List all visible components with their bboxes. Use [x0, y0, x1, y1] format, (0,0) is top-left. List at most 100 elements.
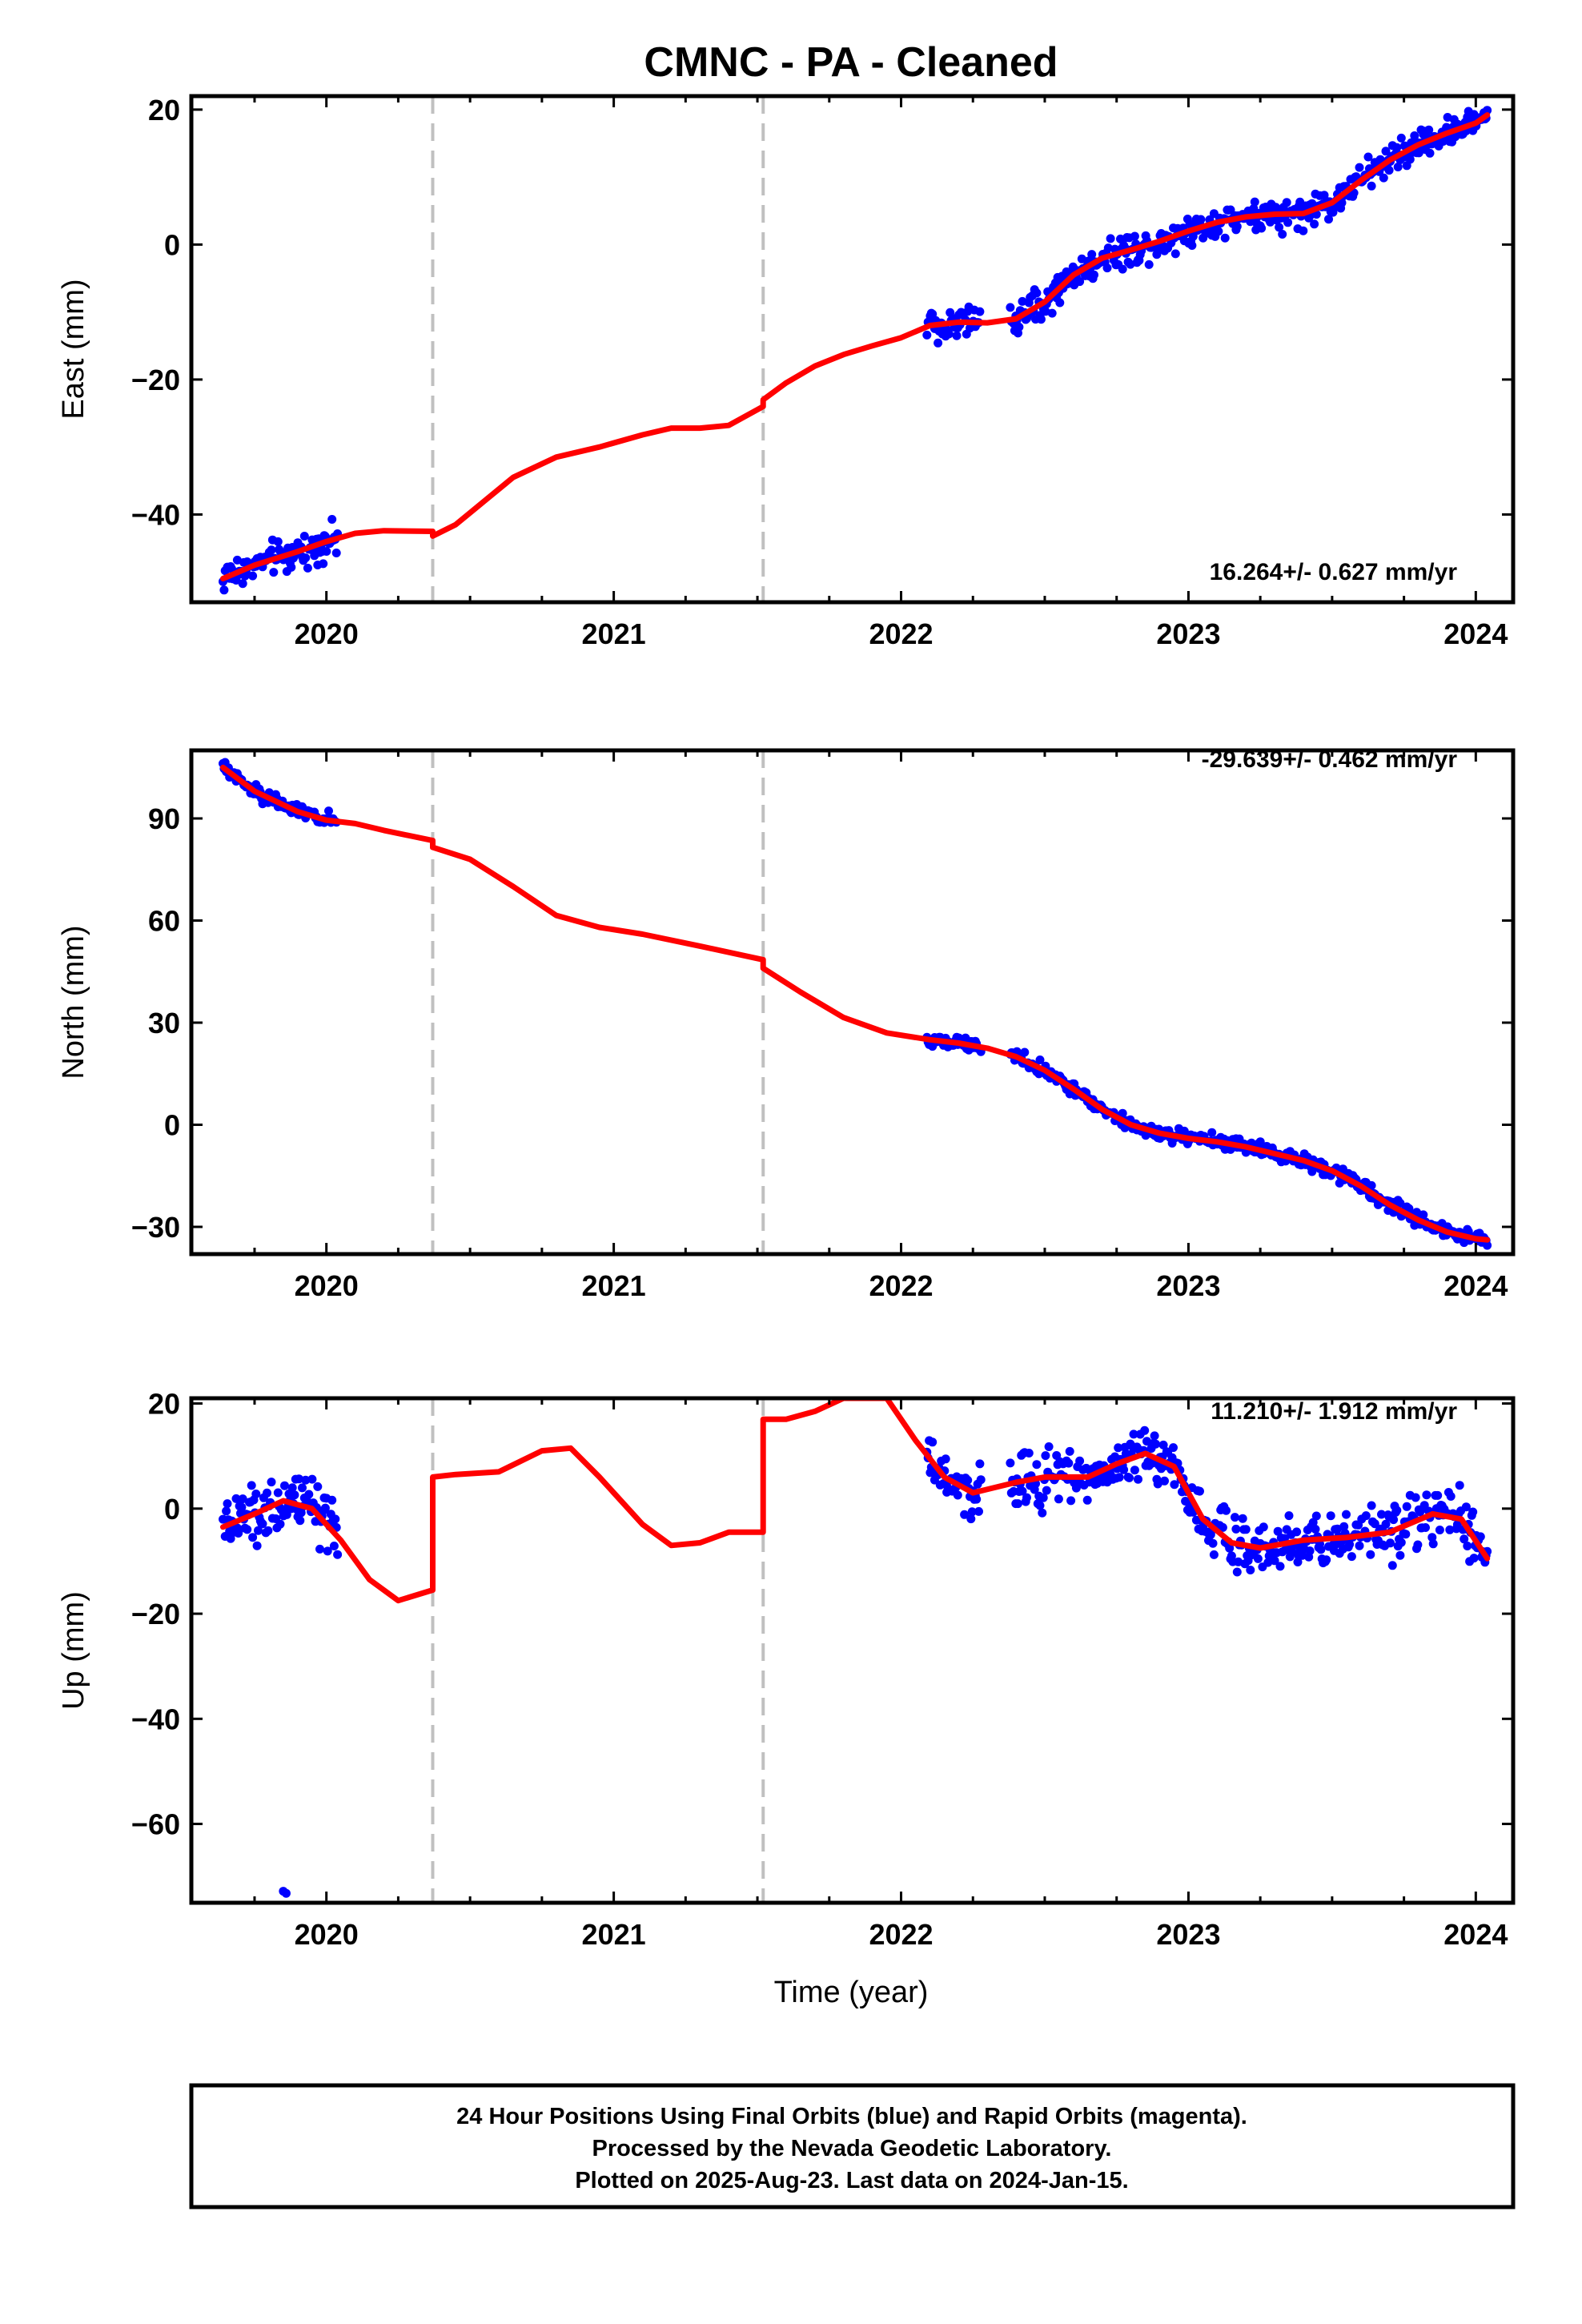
east-observation-point: [301, 553, 311, 563]
east-observation-point: [1075, 277, 1085, 287]
north-y-axis-label: North (mm): [57, 925, 90, 1079]
up-observation-point: [1345, 1540, 1355, 1549]
up-observation-point: [1231, 1524, 1241, 1534]
east-observation-point: [1187, 241, 1197, 250]
up-observation-point: [1446, 1492, 1456, 1501]
east-observation-point: [1282, 198, 1291, 207]
up-observation-point: [963, 1475, 973, 1485]
up-observation-point: [1287, 1548, 1297, 1558]
east-observation-point: [1196, 215, 1206, 224]
up-observation-point: [263, 1526, 273, 1535]
up-observation-point: [1151, 1439, 1160, 1449]
north-y-tick-label: 90: [148, 802, 180, 835]
east-observation-point: [1393, 163, 1403, 171]
up-observation-point: [1326, 1511, 1335, 1521]
up-observation-point: [1241, 1525, 1251, 1534]
north-x-tick-label: 2022: [869, 1269, 933, 1302]
up-observation-point: [273, 1488, 283, 1498]
up-observations: [219, 1425, 1492, 1898]
up-observation-point: [226, 1534, 235, 1543]
up-observation-point: [1259, 1522, 1268, 1532]
east-observation-point: [1324, 215, 1333, 224]
up-observation-point: [1381, 1519, 1391, 1529]
up-observation-point: [1468, 1507, 1478, 1517]
east-observation-point: [219, 585, 229, 595]
up-observation-point: [1270, 1556, 1279, 1566]
up-observation-point: [329, 1542, 339, 1550]
up-observation-point: [974, 1506, 983, 1516]
up-observation-point: [1395, 1550, 1405, 1560]
east-y-tick-label: −40: [131, 498, 180, 531]
east-observation-point: [1220, 233, 1230, 243]
east-x-tick-label: 2024: [1443, 617, 1508, 650]
north-panel: 2020 2021 2022 2023 2024 −30 0 30 60 90 North (mm)…: [57, 746, 1516, 1302]
east-observation-point: [1384, 166, 1394, 175]
east-observation-point: [1103, 243, 1113, 253]
up-observation-point: [1342, 1510, 1351, 1519]
north-observation-point: [324, 806, 333, 816]
east-model-curve: [220, 112, 1491, 581]
east-panel: 2020 2021 2022 2023 2024 −40 −20 0 20 East (mm) 16…: [57, 94, 1516, 650]
east-x-tick-label: 2022: [869, 617, 933, 650]
up-observation-point: [323, 1546, 332, 1556]
east-observation-point: [1283, 218, 1293, 227]
up-observation-point: [1316, 1545, 1326, 1554]
up-observation-point: [280, 1481, 289, 1490]
up-observation-point: [1427, 1533, 1437, 1542]
east-observation-point: [1410, 131, 1419, 140]
up-observation-point: [967, 1507, 977, 1517]
up-observation-point: [1361, 1511, 1371, 1521]
east-observation-point: [1188, 231, 1198, 241]
east-y-tick-label: 20: [148, 94, 180, 127]
up-observation-point: [1461, 1502, 1471, 1512]
north-y-tick-label: 0: [164, 1109, 180, 1142]
up-observation-point: [1140, 1425, 1150, 1435]
up-model-curve: [220, 1398, 1491, 1604]
north-x-tick-label: 2021: [582, 1269, 646, 1302]
up-panel: 2020 2021 2022 2023 2024 −60 −40 −20 0 20 Up (mm) 1…: [57, 1388, 1516, 1951]
up-observation-point: [1195, 1486, 1204, 1496]
east-observation-point: [1047, 308, 1057, 318]
up-observation-point: [243, 1525, 252, 1534]
footer-box: [189, 2083, 1516, 2209]
up-observation-point: [251, 1490, 261, 1498]
up-observation-point: [1041, 1451, 1050, 1461]
up-y-tick-label: 20: [148, 1388, 180, 1421]
east-y-tick-label: −20: [131, 364, 180, 396]
up-observation-point: [252, 1541, 262, 1550]
up-observation-point: [1455, 1481, 1464, 1490]
east-observation-point: [273, 537, 283, 546]
up-observation-point: [298, 1483, 307, 1493]
up-observation-point: [1018, 1486, 1027, 1496]
east-observation-point: [322, 547, 331, 556]
up-y-axis-label: Up (mm): [57, 1591, 90, 1710]
up-observation-point: [1038, 1508, 1047, 1518]
north-observation-point: [1419, 1210, 1428, 1220]
up-observation-point: [1114, 1443, 1123, 1453]
up-observation-point: [1413, 1540, 1423, 1550]
up-observation-point: [1292, 1527, 1302, 1537]
east-observation-point: [287, 562, 296, 572]
up-x-tick-label: 2021: [582, 1918, 646, 1951]
up-observation-point: [1308, 1518, 1318, 1527]
up-observation-point: [295, 1516, 305, 1526]
east-observation-point: [1144, 259, 1154, 269]
up-observation-point: [1421, 1523, 1430, 1532]
up-observation-point: [976, 1475, 986, 1485]
north-observation-point: [1035, 1055, 1045, 1064]
east-observation-point: [1381, 147, 1391, 156]
up-observation-point: [333, 1550, 343, 1559]
east-observation-point: [1396, 133, 1406, 143]
up-observation-point: [1392, 1506, 1402, 1515]
east-observation-point: [944, 329, 954, 339]
north-x-tick-label: 2020: [295, 1269, 359, 1302]
up-observation-point: [1411, 1493, 1420, 1502]
up-observation-point: [1042, 1486, 1051, 1495]
east-observation-point: [1118, 264, 1127, 274]
east-observation-point: [1355, 163, 1364, 172]
up-observation-point: [1153, 1479, 1162, 1489]
up-observation-point: [1160, 1476, 1169, 1486]
up-observation-point: [331, 1514, 340, 1524]
x-axis-label: Time (year): [774, 1976, 929, 2009]
